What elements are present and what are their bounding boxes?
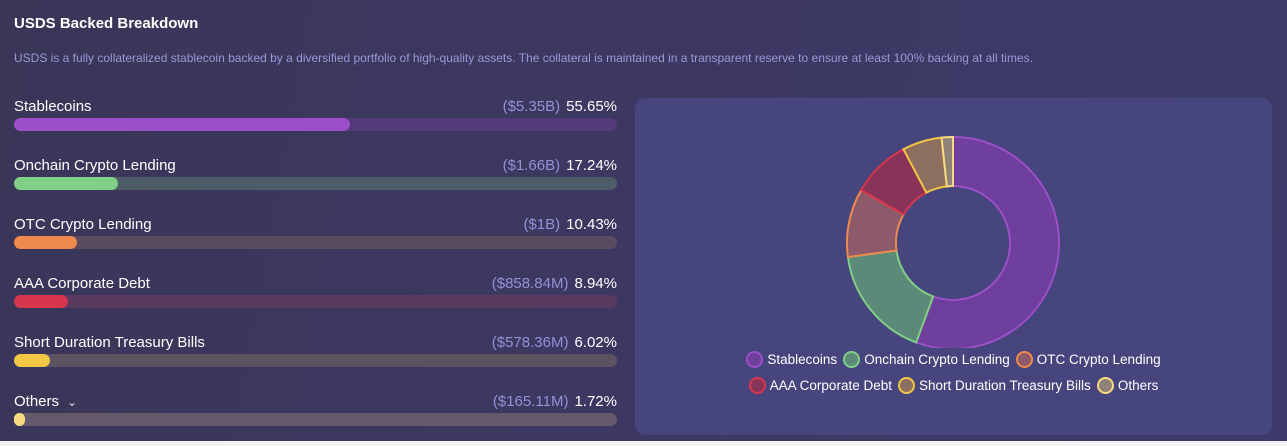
row-label: Others ⌄ (14, 393, 78, 410)
donut-slice-onchain-crypto-lending[interactable] (846, 249, 935, 344)
legend-swatch (1015, 351, 1033, 368)
row-label: OTC Crypto Lending (14, 216, 152, 233)
legend-swatch (746, 351, 764, 368)
row-amount: ($165.11M) (492, 393, 569, 410)
breakdown-row-otc-crypto-lending: OTC Crypto Lending ($1B) 10.43% (14, 216, 617, 256)
row-amount: ($5.35B) (502, 98, 561, 115)
legend-row-1: Stablecoins Onchain Crypto Lending OTC Cry… (635, 351, 1272, 371)
row-percent: 8.94% (574, 275, 617, 292)
row-amount: ($1.66B) (502, 157, 561, 174)
legend-label: Short Duration Treasury Bills (918, 378, 1091, 393)
progress-fill (14, 413, 25, 426)
legend-swatch (1096, 377, 1114, 394)
donut-slice-stablecoins[interactable] (914, 135, 1060, 348)
breakdown-row-stablecoins: Stablecoins ($5.35B) 55.65% (14, 98, 617, 138)
progress-fill (14, 236, 77, 249)
legend-label: OTC Crypto Lending (1036, 352, 1161, 367)
row-label: Stablecoins (14, 98, 92, 115)
row-percent: 10.43% (566, 216, 617, 233)
breakdown-row-aaa-corporate-debt: AAA Corporate Debt ($858.84M) 8.94% (14, 275, 617, 315)
row-amount: ($858.84M) (491, 275, 569, 292)
legend-item-stablecoins[interactable]: Stablecoins (746, 351, 837, 368)
row-percent: 55.65% (566, 98, 617, 115)
legend-item-short-duration-treasury-bills[interactable]: Short Duration Treasury Bills (897, 377, 1091, 394)
progress-track (14, 354, 617, 367)
progress-track (14, 413, 617, 426)
breakdown-row-short-duration-treasury-bills: Short Duration Treasury Bills ($578.36M)… (14, 334, 617, 374)
chevron-down-icon[interactable]: ⌄ (67, 395, 78, 409)
legend-row-2: AAA Corporate Debt Short Duration Treasur… (635, 377, 1272, 397)
legend-swatch (897, 377, 915, 394)
legend-item-otc-crypto-lending[interactable]: OTC Crypto Lending (1015, 351, 1161, 368)
row-percent: 17.24% (566, 157, 617, 174)
row-label: AAA Corporate Debt (14, 275, 150, 292)
donut-slice-others[interactable] (940, 135, 954, 188)
card-title: USDS Backed Breakdown (14, 15, 199, 32)
row-percent: 6.02% (574, 334, 617, 351)
legend-swatch (843, 351, 861, 368)
donut-chart (846, 135, 1060, 348)
legend-label: Others (1117, 378, 1159, 393)
legend-item-aaa-corporate-debt[interactable]: AAA Corporate Debt (748, 377, 892, 394)
progress-fill (14, 295, 68, 308)
legend-label: Onchain Crypto Lending (864, 352, 1010, 367)
row-label: Onchain Crypto Lending (14, 157, 176, 174)
row-amount: ($578.36M) (491, 334, 569, 351)
progress-fill (14, 354, 51, 367)
legend-swatch (748, 377, 766, 394)
progress-track (14, 295, 617, 308)
progress-track (14, 118, 617, 131)
card-description: USDS is a fully collateralized stablecoi… (14, 51, 1033, 65)
progress-track (14, 177, 617, 190)
progress-fill (14, 177, 118, 190)
progress-fill (14, 118, 350, 131)
row-amount: ($1B) (523, 216, 561, 233)
legend-item-onchain-crypto-lending[interactable]: Onchain Crypto Lending (843, 351, 1010, 368)
row-percent: 1.72% (574, 393, 617, 410)
breakdown-row-onchain-crypto-lending: Onchain Crypto Lending ($1.66B) 17.24% (14, 157, 617, 197)
legend-item-others[interactable]: Others (1096, 377, 1159, 394)
breakdown-row-others[interactable]: Others ⌄ ($165.11M) 1.72% (14, 393, 617, 433)
legend-label: AAA Corporate Debt (769, 378, 892, 393)
progress-track (14, 236, 617, 249)
donut-chart-panel: Stablecoins Onchain Crypto Lending OTC Cry… (635, 98, 1272, 435)
legend-label: Stablecoins (767, 352, 838, 367)
row-label: Short Duration Treasury Bills (14, 334, 205, 351)
